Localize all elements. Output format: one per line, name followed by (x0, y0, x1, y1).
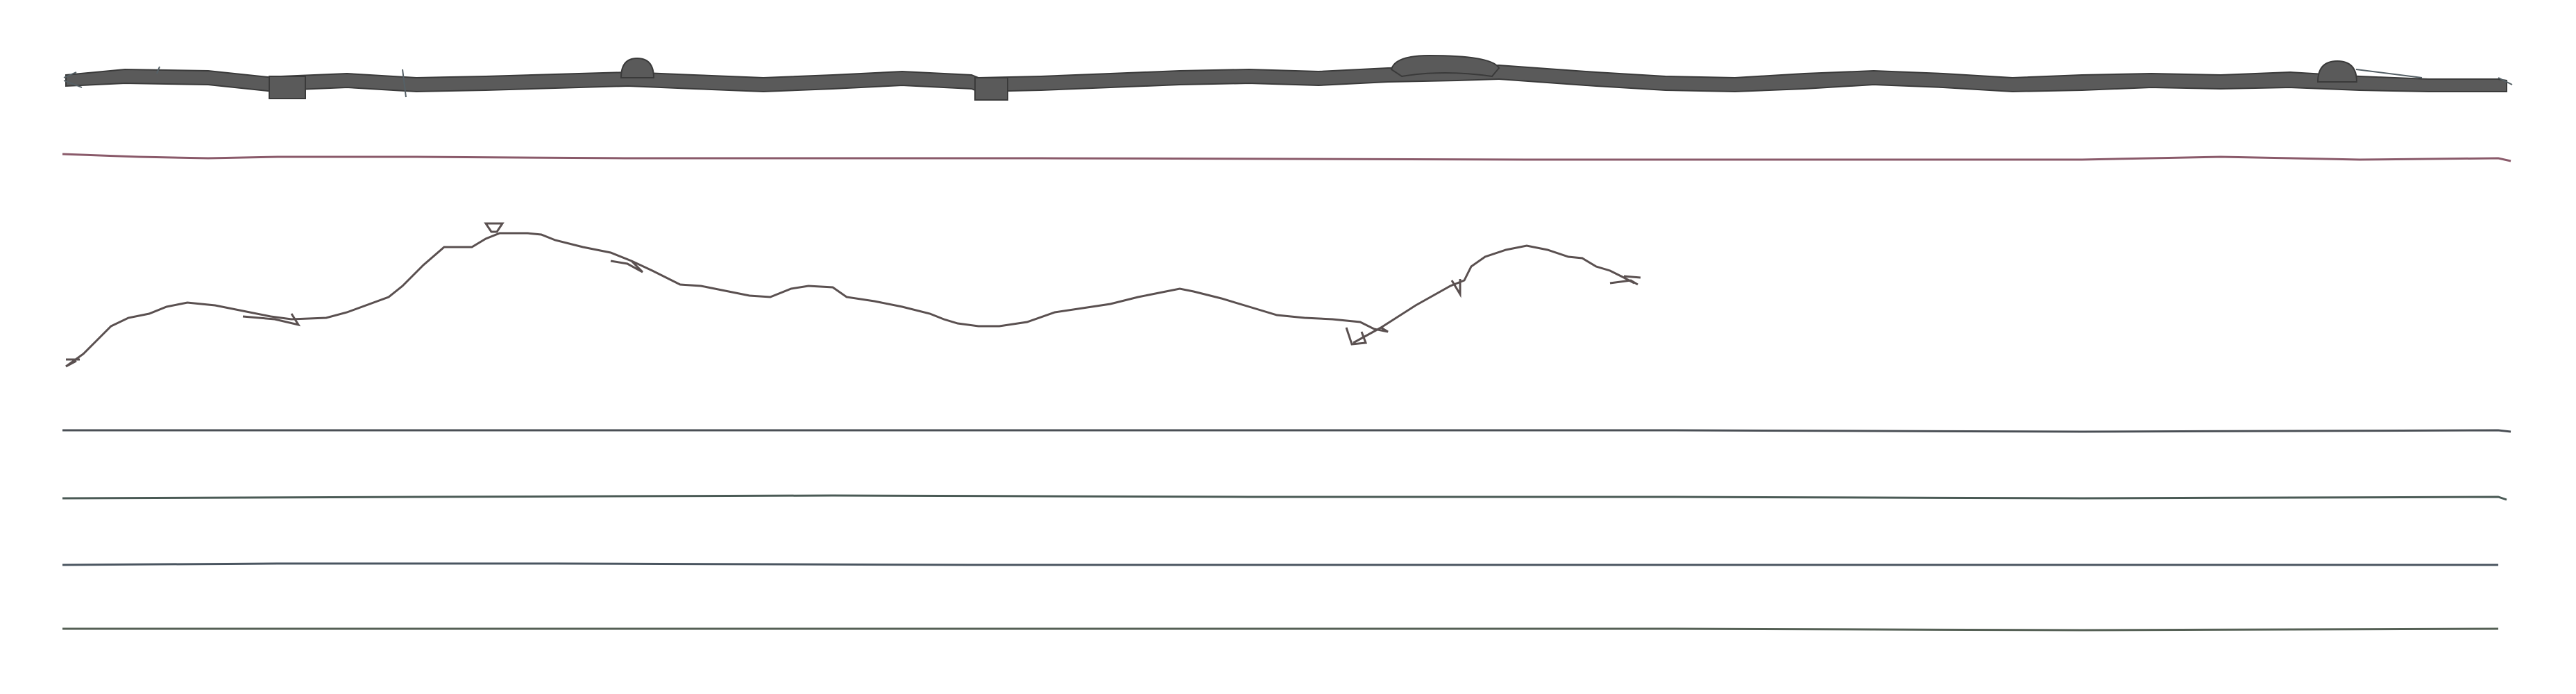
trace-notch-1 (242, 313, 301, 327)
track-line-3 (62, 494, 2507, 501)
band-bump-2 (1390, 54, 1500, 78)
band-bump-3 (2316, 60, 2358, 83)
band-body (65, 64, 2507, 93)
track-line-2 (62, 429, 2511, 433)
trace-notch-4 (1450, 279, 1461, 298)
band-bump-1 (620, 57, 655, 78)
trace-start-tick (65, 358, 80, 368)
track-line-1 (62, 153, 2511, 162)
profile-trace (65, 222, 1641, 368)
trace-notch-2 (610, 260, 644, 273)
track-line-4 (62, 562, 2498, 566)
band-dip-1 (269, 76, 306, 99)
trace-peak-marker (484, 222, 505, 233)
band-edge-whiskers (63, 66, 2513, 98)
trace-notch-3 (1345, 327, 1368, 346)
dense-sequence-band (63, 54, 2513, 101)
track-line-5 (62, 627, 2499, 632)
trace-end-tick (1609, 275, 1641, 286)
band-dip-2 (974, 77, 1008, 101)
